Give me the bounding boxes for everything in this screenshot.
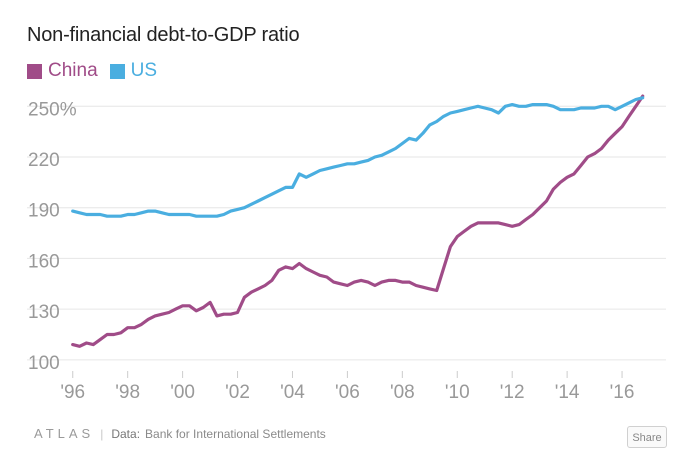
x-tick-label: '96 xyxy=(60,382,85,403)
legend: China US xyxy=(27,60,169,82)
x-tick-label: '02 xyxy=(225,382,250,403)
source-text: Bank for International Settlements xyxy=(145,426,326,441)
source-label: Data: xyxy=(111,426,141,441)
series-line-us xyxy=(71,96,645,218)
x-tick-label: '04 xyxy=(280,382,305,403)
x-tick-label: '12 xyxy=(500,382,525,403)
atlas-logo[interactable]: ATLAS xyxy=(34,426,95,441)
y-tick-label: 220 xyxy=(28,150,60,171)
x-tick-label: '14 xyxy=(555,382,580,403)
legend-item-us[interactable]: US xyxy=(109,60,158,82)
legend-swatch-china xyxy=(27,63,42,79)
legend-item-china[interactable]: China xyxy=(27,60,98,82)
legend-swatch-us xyxy=(109,63,125,79)
footer-divider: | xyxy=(100,426,104,441)
x-tick-label: '00 xyxy=(170,382,195,403)
x-tick-label: '06 xyxy=(335,382,360,403)
chart-title: Non-financial debt-to-GDP ratio xyxy=(27,24,300,46)
legend-label-us: US xyxy=(130,60,158,81)
y-tick-label: 160 xyxy=(28,251,60,272)
x-tick-label: '16 xyxy=(610,382,635,403)
x-tick-label: '10 xyxy=(445,382,470,403)
y-tick-label: 190 xyxy=(28,201,60,222)
share-button[interactable]: Share xyxy=(627,426,667,448)
x-tick-label: '98 xyxy=(115,382,140,403)
y-tick-label: 100 xyxy=(28,353,60,374)
y-tick-label: 130 xyxy=(28,302,60,323)
x-tick-label: '08 xyxy=(390,382,415,403)
legend-label-china: China xyxy=(48,60,98,81)
y-tick-label: 250% xyxy=(28,99,77,120)
footer: ATLAS | Data: Bank for International Set… xyxy=(34,426,326,441)
series-line-china xyxy=(71,94,645,348)
